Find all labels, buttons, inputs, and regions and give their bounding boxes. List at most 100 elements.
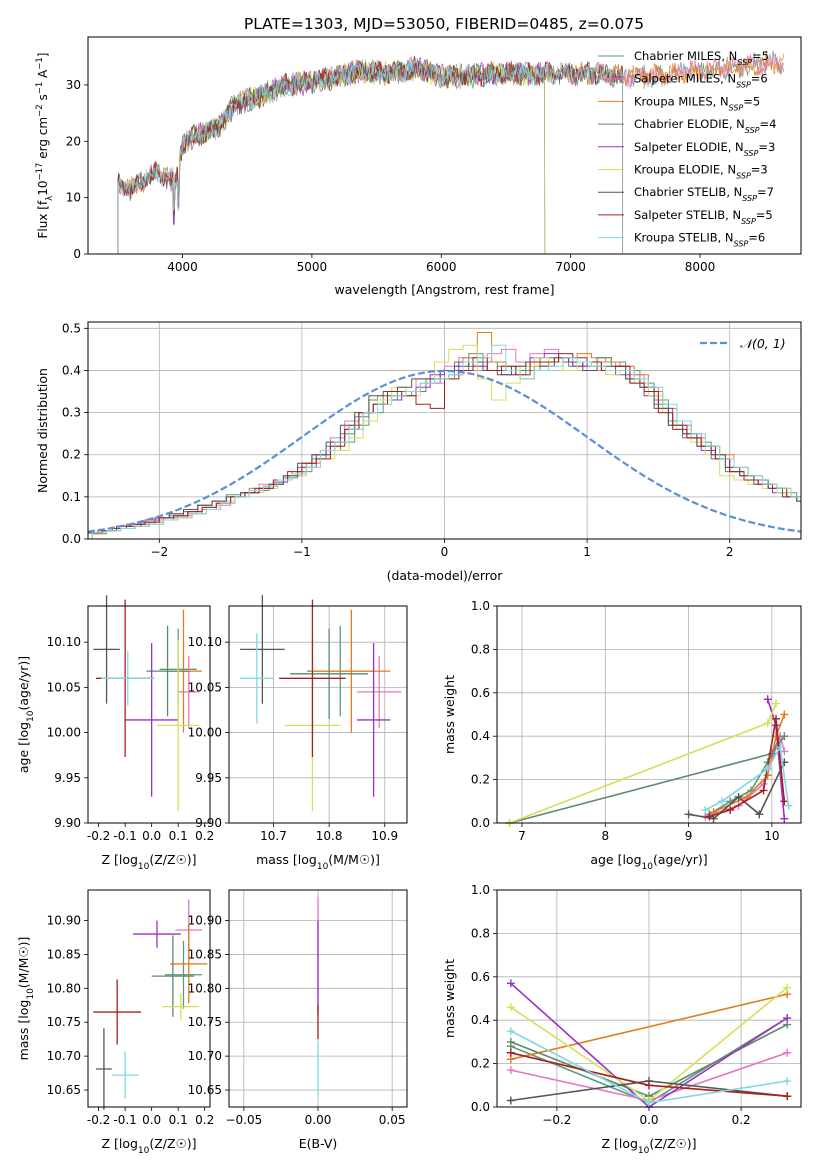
x-tick-label: 9: [685, 829, 693, 843]
y-tick-label: 9.90: [54, 816, 81, 830]
y-tick-label: 10.10: [188, 635, 222, 649]
x-tick-label: 10.9: [371, 829, 398, 843]
y-tick-label: 20: [66, 134, 81, 148]
mass-vs-metallicity-panel: -0.2 -0.1 0.0 0.1 0.2 10.65 10.70 10.75 10.80 10.…: [16, 889, 214, 1156]
y-tick-label: 0.2: [471, 773, 490, 787]
x-axis-label: age [log10(age/yr)]: [590, 852, 707, 872]
x-tick-label: −1: [293, 545, 311, 559]
series-marker: [772, 714, 781, 723]
series-marker: [776, 743, 785, 752]
histogram-step: [88, 357, 801, 534]
x-tick-label: 10.8: [316, 829, 343, 843]
spectrum-line: [117, 57, 623, 254]
y-tick-label: 10.90: [47, 914, 81, 928]
legend-label: Kroupa ELODIE, NSSP=3: [634, 163, 768, 181]
x-tick-label: 10.7: [260, 829, 287, 843]
x-tick-label: 2: [726, 545, 734, 559]
series-marker: [701, 805, 710, 814]
x-tick-label: 0.2: [732, 1113, 751, 1127]
series-marker: [783, 1092, 792, 1101]
y-tick-label: 0.8: [471, 926, 490, 940]
x-tick-label: 0.1: [169, 829, 188, 843]
y-tick-label: 10.00: [47, 726, 81, 740]
series-marker: [506, 1096, 515, 1105]
y-tick-label: 10.65: [188, 1083, 222, 1097]
y-tick-label: 10.10: [47, 635, 81, 649]
series-marker: [726, 805, 735, 814]
y-tick-label: 0.8: [471, 642, 490, 656]
y-tick-label: 10.90: [188, 914, 222, 928]
x-tick-label: 10: [764, 829, 779, 843]
axes-frame: [496, 889, 802, 1108]
residuals-histogram-panel: −2 −1 0 1 2 0.0 0.1 0.2 0.3 0.4 0.5 (data-model)/er…: [35, 321, 802, 583]
y-axis-label: mass [log10(M/M☉)]: [16, 937, 36, 1061]
y-tick-label: 10.05: [47, 680, 81, 694]
series-marker: [645, 1081, 653, 1090]
x-tick-label: 8: [601, 829, 609, 843]
series-marker: [734, 792, 743, 801]
legend-label: Kroupa STELIB, NSSP=6: [634, 231, 765, 249]
x-tick-label: 7000: [555, 260, 586, 274]
axes-frame: [87, 36, 802, 255]
y-axis-label: mass weight: [442, 959, 457, 1038]
x-tick-label: 0.2: [195, 829, 214, 843]
y-tick-label: 0: [73, 247, 81, 261]
y-tick-label: 1.0: [471, 599, 490, 613]
series-marker: [780, 797, 789, 806]
axes-frame: [87, 605, 211, 824]
y-tick-label: 0.3: [62, 406, 81, 420]
histogram-step: [88, 353, 801, 539]
y-tick-label: 0.0: [471, 816, 490, 830]
x-tick-label: 0: [441, 545, 449, 559]
series-marker: [684, 810, 693, 819]
series-marker: [717, 797, 726, 806]
y-tick-label: 10.75: [188, 1015, 222, 1029]
series-marker: [705, 812, 714, 821]
spectrum-line: [169, 59, 546, 254]
series-marker: [784, 801, 793, 810]
x-tick-label: -0.1: [113, 829, 136, 843]
x-tick-label: −0.05: [225, 1113, 262, 1127]
y-axis-label: Normed distribution: [35, 368, 50, 493]
series-marker: [783, 1014, 792, 1023]
x-tick-label: 6000: [426, 260, 457, 274]
x-tick-label: 0.1: [169, 1113, 188, 1127]
x-tick-label: 8000: [685, 260, 716, 274]
x-axis-label: Z [log10(Z/Z☉)]: [601, 1136, 696, 1156]
y-axis-label: mass weight: [442, 675, 457, 754]
y-tick-label: 10.70: [47, 1049, 81, 1063]
y-axis-label: Flux [fλ10−17 erg cm−2 s−1 A−1]: [35, 53, 55, 239]
x-tick-label: -0.1: [113, 1113, 136, 1127]
series-marker: [506, 1003, 515, 1012]
axes-frame: [496, 605, 802, 824]
mass-weight-vs-age-panel: 7 8 9 10 0.0 0.2 0.4 0.6 0.8 1.0 age [log10(age/yr…: [442, 599, 802, 872]
y-tick-label: 10.85: [188, 947, 222, 961]
series-marker: [506, 1037, 515, 1046]
spectrum-panel: 4000 5000 6000 7000 8000 0 10 20 30 wavelength [A…: [35, 36, 802, 297]
spectrum-line: [117, 57, 623, 254]
y-tick-label: 0.1: [62, 490, 81, 504]
y-tick-label: 0.2: [62, 448, 81, 462]
legend-label: Salpeter ELODIE, NSSP=3: [634, 140, 775, 158]
x-axis-label: (data-model)/error: [387, 568, 504, 583]
y-tick-label: 10.05: [188, 680, 222, 694]
series-marker: [780, 710, 789, 719]
x-tick-label: 0.0: [142, 829, 161, 843]
y-tick-label: 0.2: [471, 1057, 490, 1071]
histogram-step: [88, 353, 801, 534]
x-tick-label: 1: [583, 545, 591, 559]
x-tick-label: −0.2: [542, 1113, 571, 1127]
series-marker: [506, 979, 515, 988]
x-tick-label: 0.00: [305, 1113, 332, 1127]
histogram-step: [91, 344, 801, 539]
series-marker: [780, 732, 789, 741]
legend-label: Salpeter STELIB, NSSP=5: [634, 208, 773, 226]
legend-label: Salpeter MILES, NSSP=6: [634, 72, 768, 90]
axes-frame: [87, 321, 802, 540]
x-tick-label: 0.05: [379, 1113, 406, 1127]
spectrum-line: [117, 55, 623, 254]
histogram-lines: [88, 332, 801, 539]
x-tick-label: 4000: [167, 260, 198, 274]
axes-frame: [228, 889, 408, 1108]
age-vs-metallicity-panel: -0.2 -0.1 0.0 0.1 0.2 9.90 9.95 10.00 10.05 10.10…: [16, 595, 214, 872]
